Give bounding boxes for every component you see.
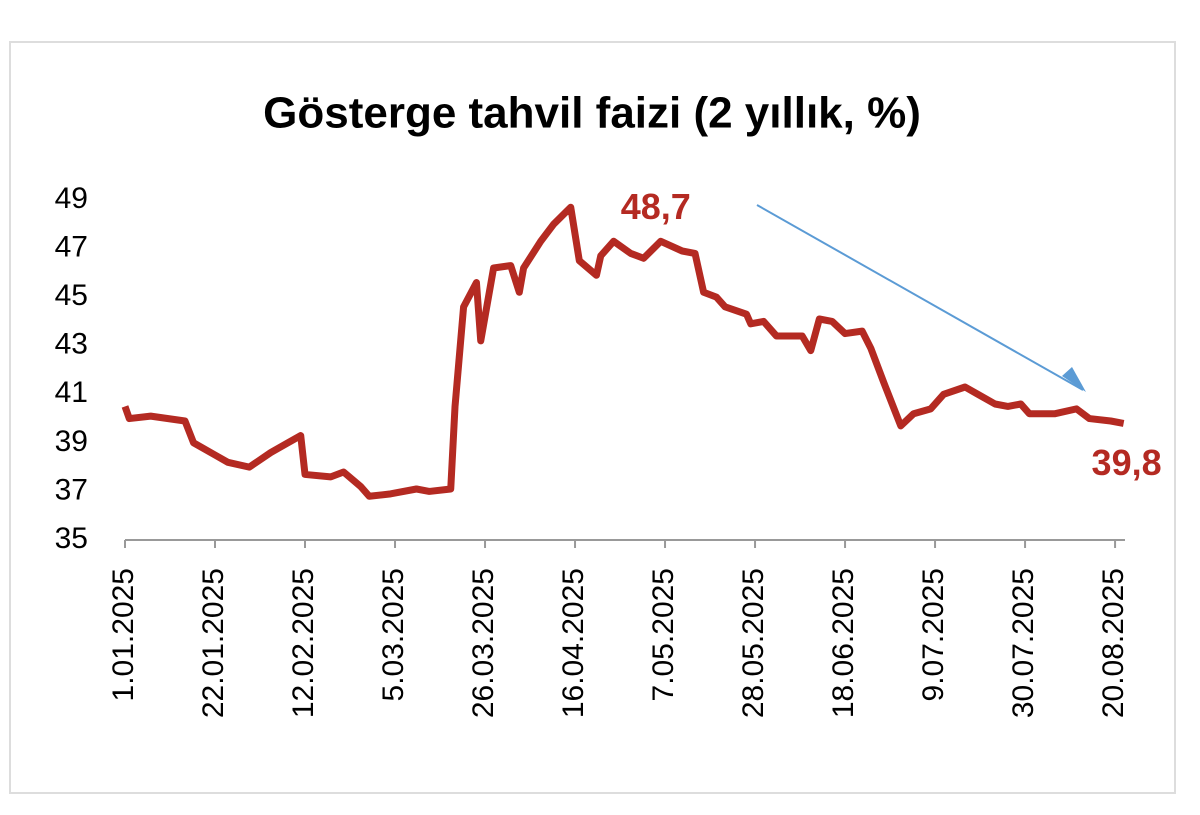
line-series: [121, 203, 1125, 500]
y-tick-label: 45: [55, 279, 88, 312]
x-tick-label: 16.04.2025: [557, 568, 590, 718]
y-tick-label: 47: [55, 230, 88, 263]
x-tick-label: 9.07.2025: [917, 568, 950, 701]
y-tick-label: 39: [55, 425, 88, 458]
x-tick-label: 28.05.2025: [737, 568, 770, 718]
annotation: 39,8: [1092, 442, 1162, 483]
x-tick-label: 7.05.2025: [647, 568, 680, 701]
x-tick-label: 20.08.2025: [1097, 568, 1130, 718]
y-tick-label: 35: [55, 522, 88, 555]
x-tick-label: 18.06.2025: [827, 568, 860, 718]
x-tick-label: 1.01.2025: [107, 568, 140, 701]
y-tick-label: 41: [55, 376, 88, 409]
y-tick-label: 49: [55, 182, 88, 215]
x-tick-label: 30.07.2025: [1007, 568, 1040, 718]
arrow-head: [1062, 367, 1086, 392]
x-tick-label: 12.02.2025: [287, 568, 320, 718]
y-tick-label: 43: [55, 328, 88, 361]
annotation: 48,7: [621, 186, 691, 227]
x-tick-label: 22.01.2025: [197, 568, 230, 718]
trend-arrow: [756, 204, 1084, 391]
frame: [9, 41, 1176, 794]
x-tick-label: 26.03.2025: [467, 568, 500, 718]
chart-title: Gösterge tahvil faizi (2 yıllık, %): [263, 89, 921, 138]
y-tick-label: 37: [55, 473, 88, 506]
x-tick-label: 5.03.2025: [377, 568, 410, 701]
